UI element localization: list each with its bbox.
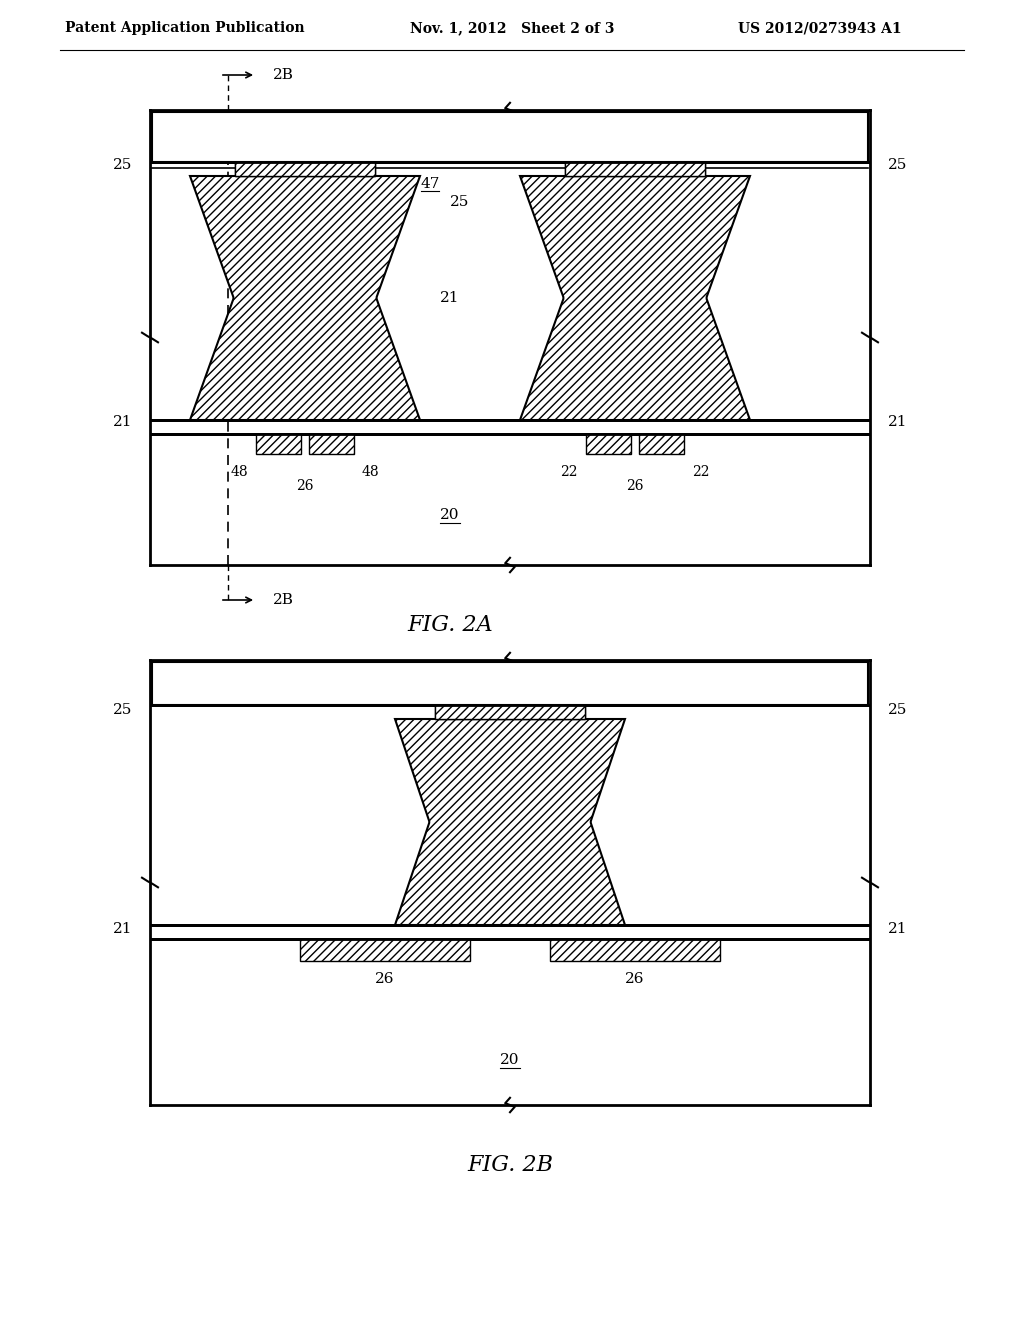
Text: 24: 24 (530, 676, 550, 690)
Text: 25: 25 (888, 158, 907, 172)
Bar (639, 434, 684, 454)
Text: 28: 28 (675, 115, 694, 129)
Polygon shape (190, 176, 420, 420)
Text: 28: 28 (465, 676, 484, 690)
Bar (234, 162, 375, 176)
Text: 27: 27 (501, 805, 520, 818)
Bar (152, 112, 868, 162)
Text: 28: 28 (246, 115, 264, 129)
Text: 22: 22 (692, 465, 710, 479)
Text: 21: 21 (113, 921, 132, 936)
Text: 26: 26 (626, 972, 645, 986)
Bar (152, 112, 868, 162)
Text: 25: 25 (888, 704, 907, 717)
Bar (435, 705, 585, 719)
Text: 20: 20 (501, 1053, 520, 1067)
Text: 26: 26 (627, 479, 644, 492)
Bar (565, 162, 705, 176)
Text: 2B: 2B (273, 593, 294, 607)
Text: 21: 21 (440, 290, 460, 305)
Bar (309, 434, 354, 454)
Text: 21: 21 (113, 414, 132, 429)
Bar (256, 434, 301, 454)
Bar (586, 434, 631, 454)
Text: 25: 25 (113, 158, 132, 172)
Bar (234, 162, 375, 176)
Text: US 2012/0273943 A1: US 2012/0273943 A1 (738, 21, 902, 36)
Text: 20: 20 (440, 508, 460, 521)
Text: Patent Application Publication: Patent Application Publication (66, 21, 305, 36)
Text: Nov. 1, 2012   Sheet 2 of 3: Nov. 1, 2012 Sheet 2 of 3 (410, 21, 614, 36)
Text: 21: 21 (888, 414, 907, 429)
Text: 27: 27 (615, 281, 635, 294)
Bar (300, 939, 470, 961)
Bar (152, 663, 868, 705)
Text: FIG. 2A: FIG. 2A (408, 614, 493, 636)
Bar (152, 663, 868, 705)
Polygon shape (395, 719, 625, 925)
Text: 48: 48 (230, 465, 248, 479)
Text: 26: 26 (296, 479, 313, 492)
Text: 2B: 2B (273, 69, 294, 82)
Bar (550, 939, 720, 961)
Text: 27: 27 (286, 281, 305, 294)
Text: 24: 24 (440, 129, 460, 143)
Text: 21: 21 (888, 921, 907, 936)
Polygon shape (520, 176, 750, 420)
Text: 25: 25 (113, 704, 132, 717)
Text: FIG. 2B: FIG. 2B (467, 1154, 553, 1176)
Text: 22: 22 (560, 465, 578, 479)
Text: 48: 48 (362, 465, 380, 479)
Text: 26: 26 (375, 972, 394, 986)
Bar (435, 705, 585, 719)
Text: 47: 47 (420, 177, 439, 191)
Bar (565, 162, 705, 176)
Text: 25: 25 (451, 195, 470, 209)
